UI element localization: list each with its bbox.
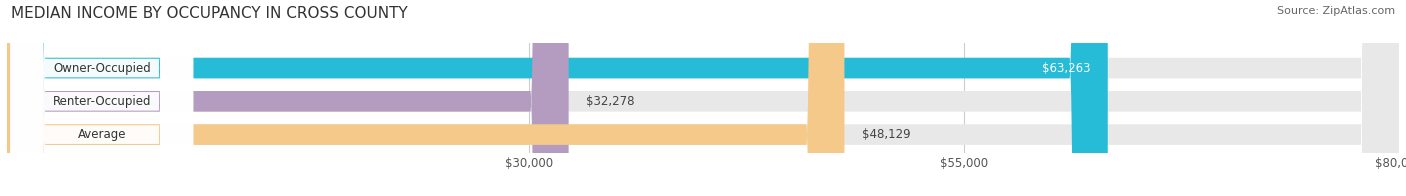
FancyBboxPatch shape bbox=[10, 0, 193, 196]
FancyBboxPatch shape bbox=[7, 0, 1399, 196]
Text: $32,278: $32,278 bbox=[586, 95, 634, 108]
FancyBboxPatch shape bbox=[10, 0, 193, 196]
Text: Average: Average bbox=[77, 128, 127, 141]
FancyBboxPatch shape bbox=[7, 0, 1399, 196]
FancyBboxPatch shape bbox=[7, 0, 1399, 196]
Text: Renter-Occupied: Renter-Occupied bbox=[52, 95, 150, 108]
FancyBboxPatch shape bbox=[7, 0, 1108, 196]
FancyBboxPatch shape bbox=[7, 0, 845, 196]
Text: Source: ZipAtlas.com: Source: ZipAtlas.com bbox=[1277, 6, 1395, 16]
FancyBboxPatch shape bbox=[10, 0, 193, 196]
Text: Owner-Occupied: Owner-Occupied bbox=[53, 62, 150, 74]
FancyBboxPatch shape bbox=[7, 0, 568, 196]
Text: $48,129: $48,129 bbox=[862, 128, 911, 141]
Text: MEDIAN INCOME BY OCCUPANCY IN CROSS COUNTY: MEDIAN INCOME BY OCCUPANCY IN CROSS COUN… bbox=[11, 6, 408, 21]
Text: $63,263: $63,263 bbox=[1042, 62, 1091, 74]
